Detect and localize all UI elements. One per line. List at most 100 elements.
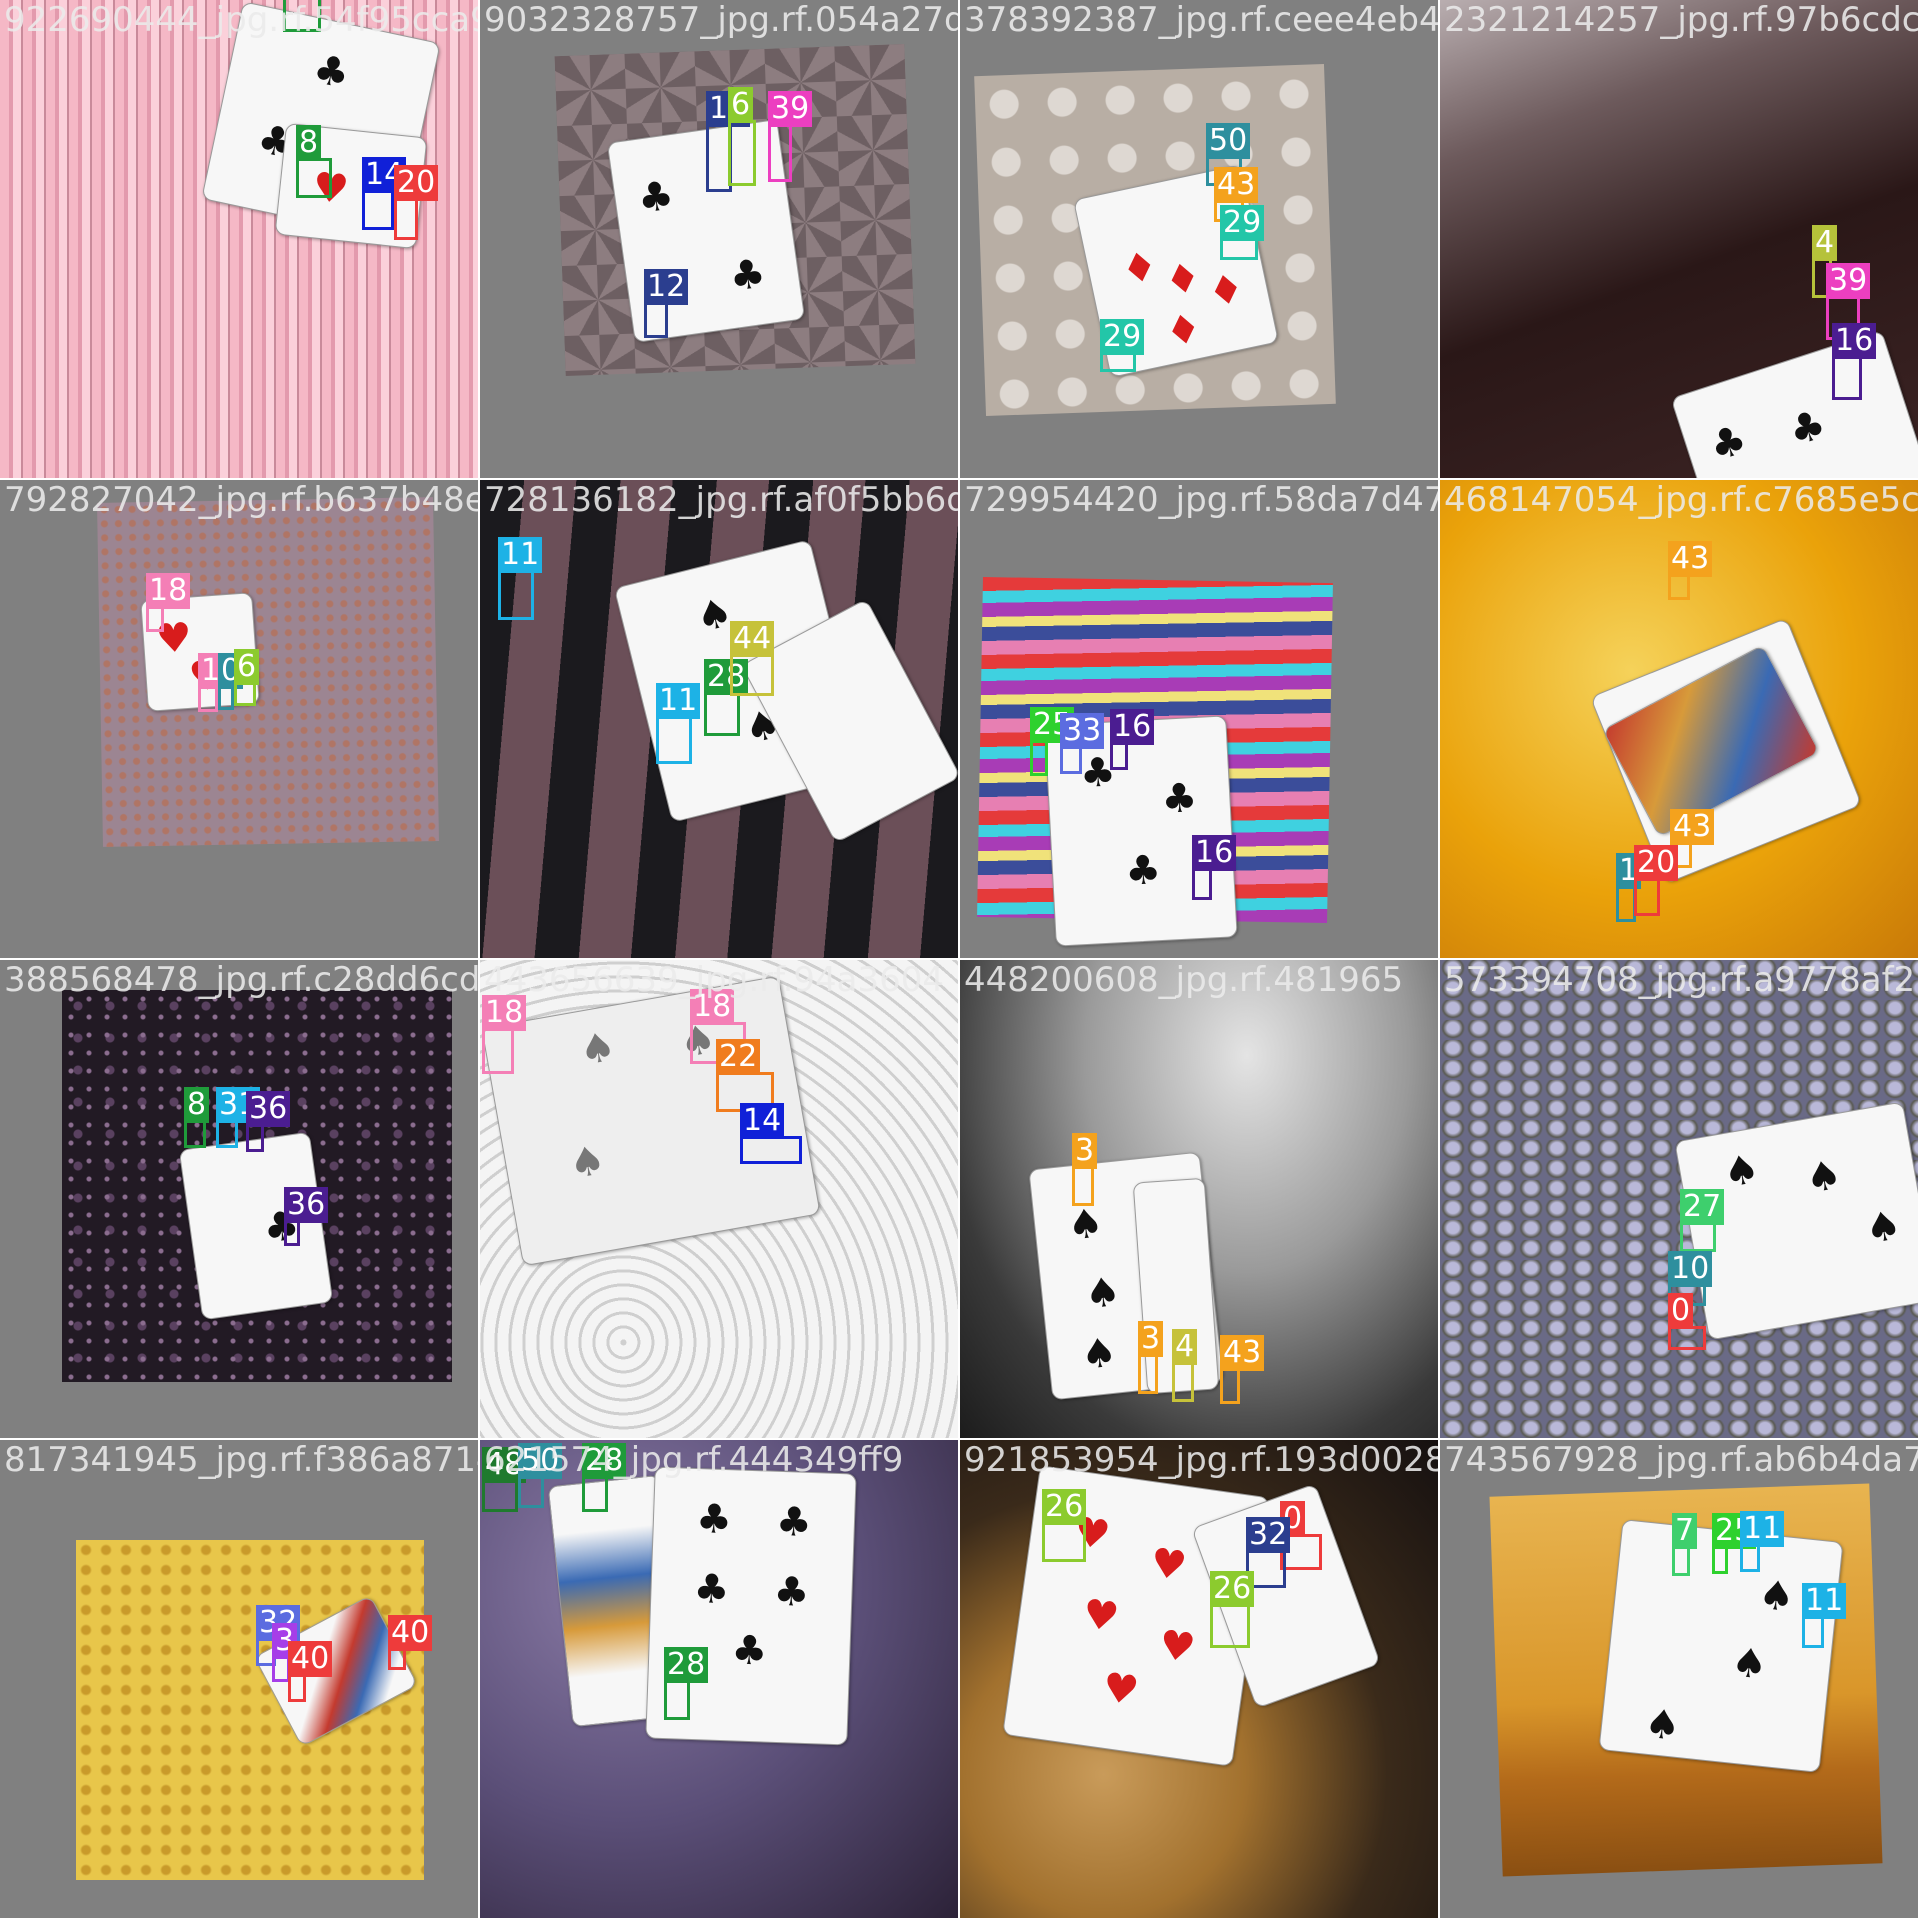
- detection-label: 33: [1060, 713, 1105, 749]
- detection-box: 6: [728, 87, 756, 186]
- detection-box: 16: [1832, 323, 1877, 400]
- club-pip: ♣: [1783, 400, 1832, 456]
- detection-box: 20: [1634, 845, 1679, 916]
- detection-box: 25: [1712, 1513, 1757, 1574]
- detection-label: 40: [288, 1641, 333, 1677]
- spade-pip: ♠: [1861, 1201, 1905, 1254]
- detection-label: 6: [728, 87, 754, 123]
- detection-label: 16: [1192, 835, 1237, 871]
- detection-box: 6: [234, 649, 260, 706]
- spade-pip: ♠: [576, 1023, 620, 1075]
- diamond-pip: ♦: [1160, 253, 1206, 306]
- detection-box: 36: [246, 1091, 291, 1152]
- detection-box: 31: [216, 1087, 261, 1148]
- detection-box: 14: [362, 157, 407, 230]
- detection-label: 50: [518, 1443, 563, 1479]
- detection-label: 50: [1206, 123, 1251, 159]
- club-pip: ♣: [775, 1498, 813, 1547]
- detection-label: 14: [740, 1103, 785, 1139]
- club-pip: ♣: [634, 172, 677, 223]
- spade-pip: ♠: [1719, 1145, 1764, 1198]
- heart-pip: ♥: [1079, 1590, 1122, 1642]
- detection-label: 18: [146, 573, 191, 609]
- heart-pip: ♥: [1147, 1539, 1190, 1591]
- detection-label: 43: [1670, 809, 1715, 845]
- detection-box: 32: [1246, 1517, 1291, 1588]
- spade-pip: ♠: [1082, 1268, 1123, 1319]
- detection-label: 26: [1042, 1489, 1087, 1525]
- playing-card: ♣: [178, 1131, 334, 1321]
- detection-box: 27: [1680, 1189, 1725, 1252]
- spade-pip: ♠: [565, 1136, 609, 1189]
- club-pip: ♣: [695, 1496, 733, 1544]
- detection-label: 11: [1740, 1511, 1785, 1547]
- club-pip: ♣: [772, 1568, 811, 1617]
- mosaic-tile: ♣ ♣ 12 6 39 12 9032328757_jpg.rf.054a27d…: [480, 0, 958, 478]
- detection-label: 4: [1812, 225, 1838, 261]
- detection-box: 43: [1668, 541, 1713, 600]
- detection-box: 8: [283, 0, 321, 32]
- detection-box: 8: [296, 125, 332, 198]
- detection-label: 36: [284, 1187, 329, 1223]
- detection-label: 28: [582, 1443, 627, 1479]
- detection-label: 39: [768, 91, 813, 127]
- mosaic-tile: ♣ 8 31 36 36 388568478_jpg.rf.c28dd6cd: [0, 960, 478, 1438]
- detection-label: 43: [1668, 541, 1713, 577]
- detection-label: 16: [1832, 323, 1877, 359]
- detection-box: 26: [1210, 1571, 1255, 1648]
- detection-label: 32: [1246, 1517, 1291, 1553]
- club-pip: ♣: [309, 45, 354, 99]
- detection-box: 3: [1138, 1321, 1164, 1394]
- detection-box: 36: [284, 1187, 329, 1246]
- diamond-pip: ♦: [1203, 264, 1249, 318]
- detection-box: 28: [704, 659, 749, 736]
- detection-box: 18: [146, 573, 191, 632]
- club-pip: ♣: [726, 250, 769, 301]
- detection-label: 7: [1672, 1513, 1698, 1549]
- detection-box: 11: [656, 683, 701, 764]
- detection-label: 11: [656, 683, 701, 719]
- detection-box: 22: [716, 1039, 774, 1112]
- spade-pip: ♠: [1729, 1639, 1770, 1689]
- detection-box: 25: [1030, 707, 1075, 776]
- detection-label: 16: [1110, 709, 1155, 745]
- heart-pip: ♥: [1099, 1664, 1142, 1715]
- detection-label: 8: [184, 1087, 210, 1123]
- club-pip: ♣: [1704, 416, 1753, 472]
- detection-label: 11: [498, 537, 543, 573]
- detection-label: 20: [394, 165, 439, 201]
- detection-label: 18: [690, 989, 735, 1025]
- detection-label: 29: [1220, 205, 1265, 241]
- mosaic-tile: ♠ ♠ ♠ ♠ ♠ 3 3 4 43 448200608_jpg.rf.4819…: [960, 960, 1438, 1438]
- detection-box: 43: [1220, 1335, 1265, 1404]
- detection-label: 20: [1634, 845, 1679, 881]
- detection-label: 0: [1668, 1293, 1694, 1329]
- detection-box: 40: [288, 1641, 333, 1702]
- detection-label: 22: [716, 1039, 761, 1075]
- detection-label: 12: [644, 269, 689, 305]
- detection-label: 8: [296, 125, 322, 161]
- diamond-pip: ♦: [1161, 304, 1206, 357]
- detection-label: 11: [1802, 1583, 1847, 1619]
- detection-label: 18: [482, 995, 527, 1031]
- mosaic-tile: ♣ ♣ ♥ 8 8 14 20 922690444_jpg.rf.54f95cc…: [0, 0, 478, 478]
- mosaic-tile: ♣ ♣ ♣ ♣ ♣ 48 50 28 28 621574_jpg.rf.4443…: [480, 1440, 958, 1918]
- detection-box: 28: [582, 1443, 627, 1512]
- club-pip: ♣: [692, 1566, 731, 1614]
- detection-box: 48: [482, 1447, 527, 1512]
- detection-box: 20: [394, 165, 439, 240]
- detection-box: 43: [1214, 167, 1259, 222]
- detection-box: 18: [482, 995, 527, 1074]
- diamond-pip: ♦: [1117, 242, 1162, 295]
- mosaic-tile: ♥ ♥ ♥ ♥ ♥ 26 0 32 26 921853954_jpg.rf.19…: [960, 1440, 1438, 1918]
- detection-label: 36: [246, 1091, 291, 1127]
- detection-box: 39: [1826, 263, 1871, 340]
- mosaic-tile: ♠ ♠ ♠ 18 18 22 14 443656639_jpg.rf.94a36…: [480, 960, 958, 1438]
- mosaic-tile: ♦ ♦ ♦ ♦ 50 43 29 29 378392387_jpg.rf.cee…: [960, 0, 1438, 478]
- mosaic-tile: ♣ ♣ ♣ 25 33 16 16 729954420_jpg.rf.58da7…: [960, 480, 1438, 958]
- spade-pip: ♠: [1078, 1329, 1120, 1379]
- detection-box: 33: [1060, 713, 1105, 774]
- detection-box: 50: [518, 1443, 563, 1508]
- detection-label: 27: [1680, 1189, 1725, 1225]
- detection-box: 11: [498, 537, 543, 620]
